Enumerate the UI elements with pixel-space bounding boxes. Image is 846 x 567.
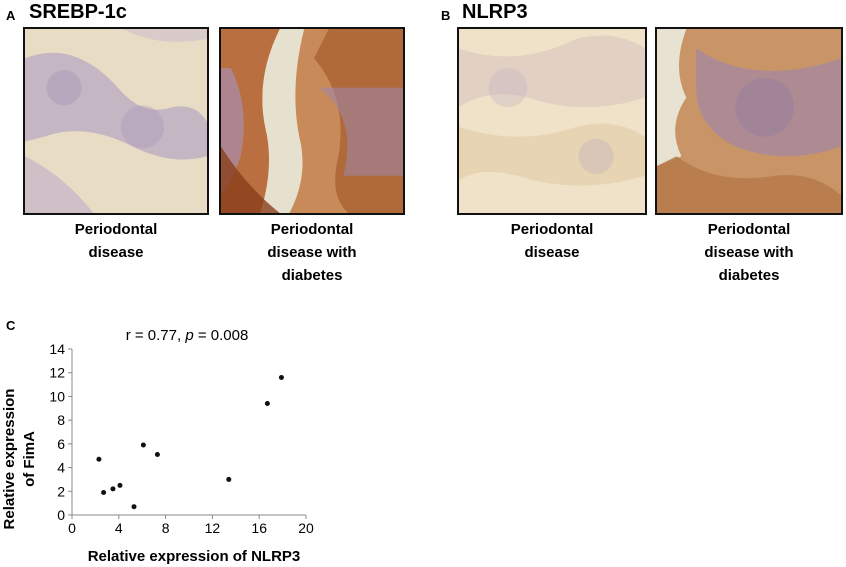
x-tick-label: 0 bbox=[68, 520, 76, 536]
y-tick-label: 12 bbox=[49, 365, 65, 381]
srebp-diabetes-micrograph bbox=[219, 27, 405, 215]
srebp-diabetes-caption: Periodontal disease with diabetes bbox=[219, 218, 405, 287]
data-point bbox=[264, 401, 270, 407]
data-point bbox=[117, 482, 123, 488]
y-tick-label: 6 bbox=[57, 436, 65, 452]
panel-b-title: NLRP3 bbox=[462, 1, 528, 23]
caption-line: diabetes bbox=[718, 267, 780, 284]
nlrp3-diabetes-micrograph bbox=[655, 27, 843, 215]
caption-line: Periodontal bbox=[707, 221, 791, 238]
srebp-periodontal-micrograph bbox=[23, 27, 209, 215]
panel-a-title: SREBP-1c bbox=[29, 1, 127, 23]
y-tick-label: 14 bbox=[49, 341, 65, 357]
x-tick-label: 16 bbox=[251, 520, 267, 536]
nlrp3-periodontal-caption: Periodontal disease bbox=[457, 218, 647, 264]
nlrp3-periodontal-micrograph bbox=[457, 27, 647, 215]
stat-p-symbol: p bbox=[184, 327, 193, 344]
caption-line: diabetes bbox=[281, 267, 343, 284]
y-tick-label: 8 bbox=[57, 412, 65, 428]
x-axis-label: Relative expression of NLRP3 bbox=[88, 548, 301, 565]
data-point bbox=[110, 486, 116, 492]
panel-b-letter: B bbox=[441, 8, 451, 23]
y-tick-label: 10 bbox=[49, 388, 65, 404]
panel-a-letter: A bbox=[6, 8, 16, 23]
data-point bbox=[101, 489, 107, 495]
caption-line: disease bbox=[524, 244, 580, 261]
data-point bbox=[131, 504, 137, 510]
x-tick-label: 20 bbox=[298, 520, 314, 536]
nlrp3-diabetes-caption: Periodontal disease with diabetes bbox=[655, 218, 843, 287]
data-points bbox=[96, 374, 284, 510]
stat-r: r = 0.77, bbox=[126, 327, 186, 344]
caption-line: Periodontal bbox=[510, 221, 594, 238]
y-axis-label-group: Relative expression of FimA bbox=[1, 389, 38, 530]
correlation-stat: r = 0.77, p = 0.008 bbox=[126, 327, 249, 344]
stat-p-value: = 0.008 bbox=[194, 327, 249, 344]
panel-c-letter: C bbox=[6, 318, 16, 333]
caption-line: disease with bbox=[704, 244, 794, 261]
data-point bbox=[278, 374, 284, 380]
x-tick-label: 12 bbox=[205, 520, 221, 536]
caption-line: disease bbox=[88, 244, 144, 261]
y-axis-label-line2: of FimA bbox=[21, 431, 38, 487]
data-point bbox=[226, 476, 232, 482]
data-point bbox=[96, 456, 102, 462]
y-axis-label-line1: Relative expression bbox=[1, 389, 18, 530]
data-point bbox=[154, 452, 160, 458]
data-point bbox=[140, 442, 146, 448]
y-tick-label: 0 bbox=[57, 507, 65, 523]
axes: 0 4 8 12 16 20 0 2 4 6 8 10 12 14 bbox=[49, 341, 314, 536]
y-tick-label: 4 bbox=[57, 460, 65, 476]
x-tick-label: 8 bbox=[162, 520, 170, 536]
caption-line: disease with bbox=[267, 244, 357, 261]
caption-line: Periodontal bbox=[270, 221, 354, 238]
x-tick-label: 4 bbox=[115, 520, 123, 536]
caption-line: Periodontal bbox=[74, 221, 158, 238]
scatter-plot: r = 0.77, p = 0.008 0 4 8 12 16 20 0 2 4 6 8 10 12 14… bbox=[1, 327, 314, 565]
y-tick-label: 2 bbox=[57, 483, 65, 499]
srebp-periodontal-caption: Periodontal disease bbox=[23, 218, 209, 264]
